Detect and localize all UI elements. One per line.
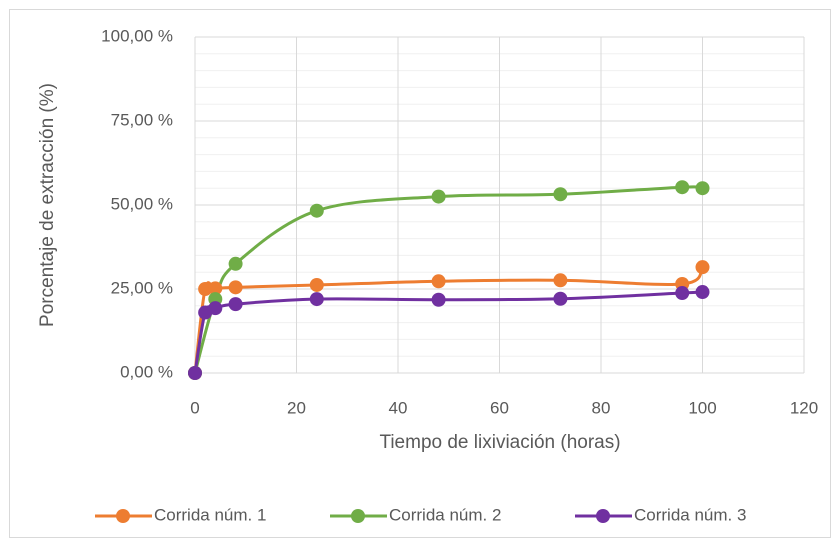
legend-marker: [596, 509, 610, 523]
data-point: [309, 203, 324, 218]
series-line: [193, 266, 704, 374]
data-point: [695, 260, 710, 275]
y-tick-label: 75,00 %: [111, 110, 173, 129]
x-tick-label: 60: [490, 398, 509, 417]
data-point: [309, 277, 324, 292]
y-tick-label: 100,00 %: [101, 26, 173, 45]
x-tick-label: 0: [190, 398, 199, 417]
data-point: [695, 181, 710, 196]
x-tick-label: 100: [688, 398, 716, 417]
data-point: [208, 301, 223, 316]
legend-label: Corrida núm. 2: [389, 505, 501, 524]
data-point: [675, 286, 690, 301]
data-point: [695, 285, 710, 300]
y-axis-title: Porcentaje de extracción (%): [37, 83, 58, 327]
y-tick-label: 25,00 %: [111, 278, 173, 297]
data-point: [553, 273, 568, 288]
data-point: [431, 292, 446, 307]
chart-border: [9, 9, 831, 538]
x-tick-label: 80: [592, 398, 611, 417]
data-point: [228, 280, 243, 295]
data-point: [228, 297, 243, 312]
x-tick-label: 120: [790, 398, 818, 417]
legend-marker: [116, 509, 130, 523]
legend-marker: [351, 509, 365, 523]
y-tick-label: 0,00 %: [120, 362, 173, 381]
data-point: [553, 291, 568, 306]
data-point: [228, 256, 243, 271]
legend-label: Corrida núm. 3: [634, 505, 746, 524]
x-axis-title: Tiempo de lixiviación (horas): [379, 432, 620, 453]
data-point: [553, 187, 568, 202]
x-tick-label: 20: [287, 398, 306, 417]
y-tick-label: 50,00 %: [111, 194, 173, 213]
x-tick-label: 40: [389, 398, 408, 417]
legend-label: Corrida núm. 1: [154, 505, 266, 524]
data-point: [198, 282, 213, 296]
data-point: [675, 180, 690, 195]
data-point: [208, 281, 223, 296]
data-point: [431, 274, 446, 289]
data-point: [188, 366, 202, 380]
data-point: [431, 189, 446, 204]
data-point: [309, 292, 324, 307]
